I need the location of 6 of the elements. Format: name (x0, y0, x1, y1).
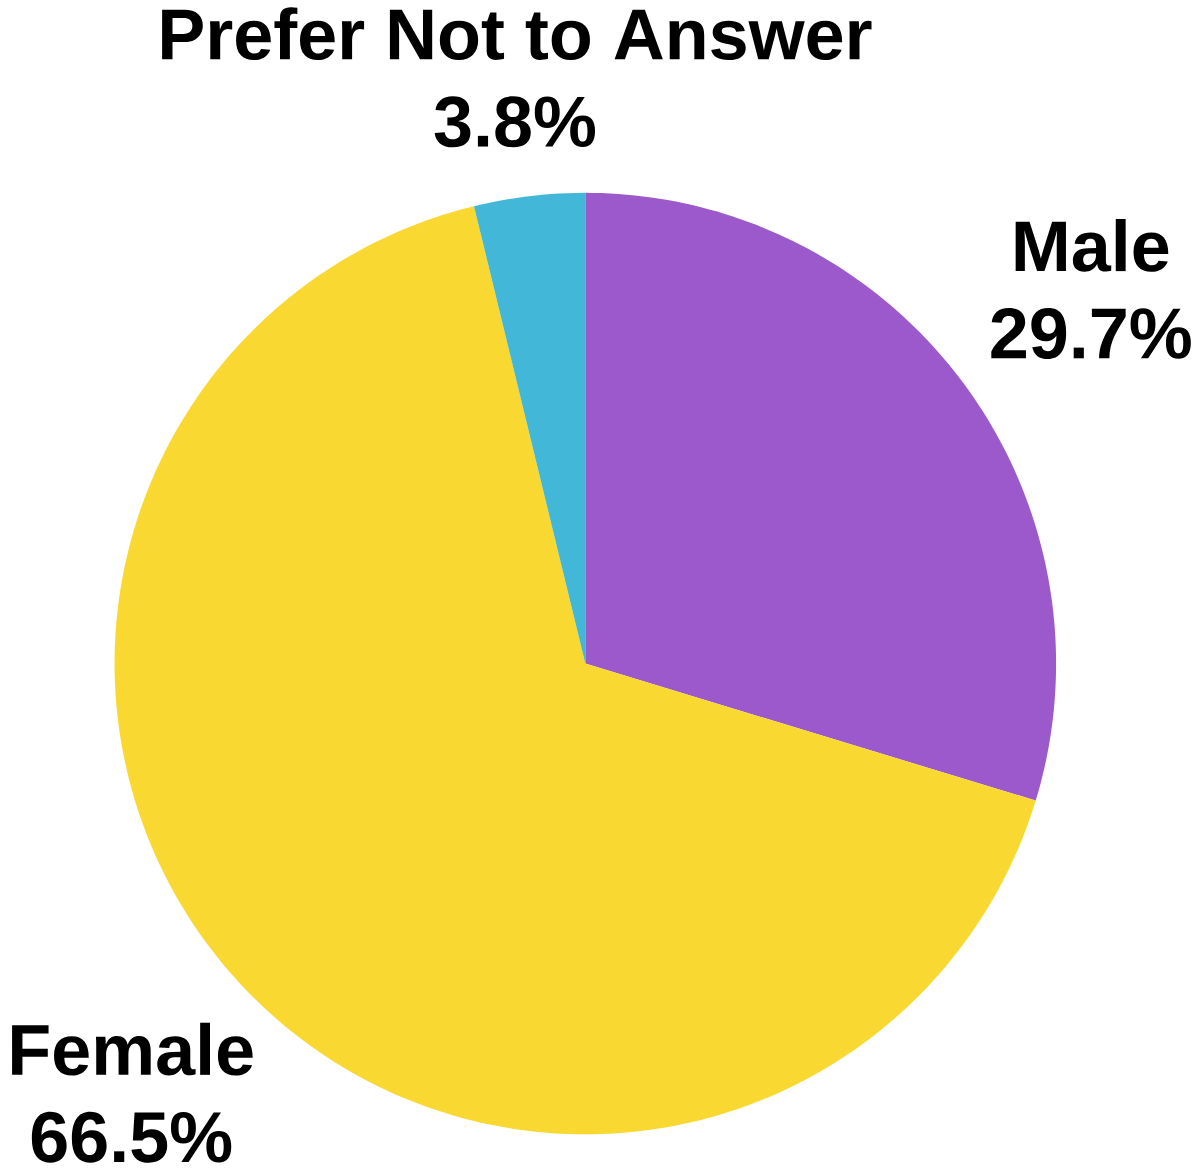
slice-label: Male (1015, 219, 1169, 272)
data-label: 66.5% (31, 1111, 232, 1163)
data-label: 29.7% (991, 308, 1191, 360)
slice-label: Prefer Not to Answer (162, 7, 872, 61)
data-label: 3.8% (434, 96, 596, 148)
slice-label: Female (12, 1022, 253, 1076)
